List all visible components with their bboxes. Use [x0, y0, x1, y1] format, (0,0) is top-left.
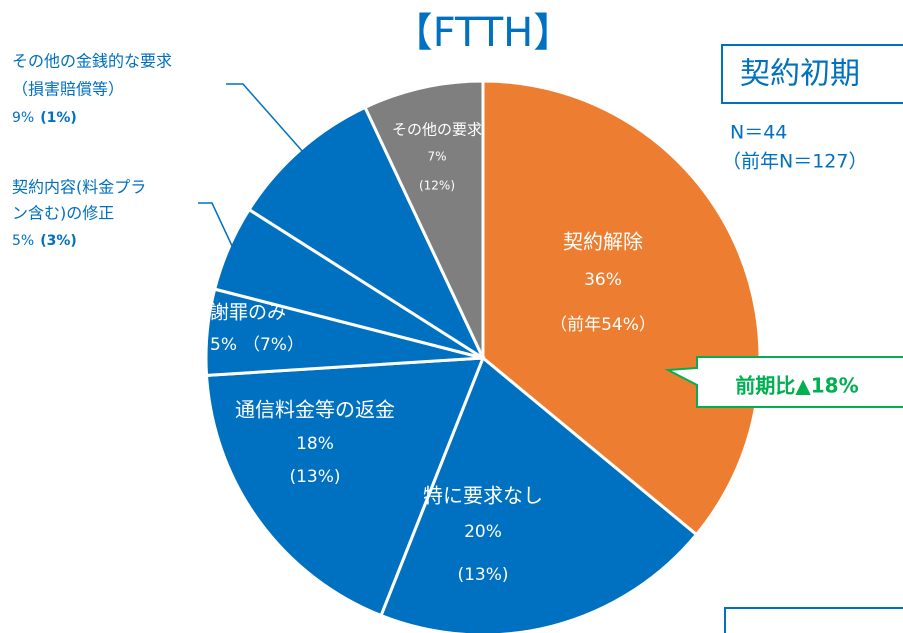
panel-box — [721, 44, 903, 104]
category-label: その他の要求 — [392, 121, 482, 139]
panel-box-bottom — [724, 607, 903, 633]
pie-slice — [247, 105, 487, 363]
pie-slice — [481, 79, 762, 537]
pie-slice — [363, 79, 485, 359]
category-label: 通信料金等の返金 — [235, 398, 395, 422]
value-label: 36% — [584, 270, 622, 290]
labels: 契約解除 36% （前年54%） 特に要求なし 20% (13%) 通信料金等の返金 18% (… — [12, 52, 656, 586]
category-label: （損害賠償等） — [12, 80, 124, 99]
category-label: 謝罪のみ — [210, 302, 286, 324]
panel-title: 契約初期 — [740, 57, 860, 92]
pie-slice — [204, 356, 486, 618]
leader-line — [198, 202, 234, 249]
value-label: 5% — [210, 335, 237, 355]
prev-label: (3%) — [40, 233, 77, 249]
pie — [204, 79, 762, 633]
pie-slice — [379, 355, 699, 633]
value-label: 5% — [12, 233, 34, 249]
category-label: 契約内容(料金プラ — [12, 178, 146, 197]
prev-n-label: （前年N＝127） — [722, 151, 867, 173]
prev-label: （7%） — [243, 335, 304, 355]
value-label: 9% — [12, 110, 34, 126]
category-label: その他の金銭的な要求 — [12, 52, 172, 71]
prev-label: (13%) — [289, 467, 340, 487]
prev-label: (13%) — [457, 565, 508, 585]
value-label: 20% — [464, 522, 502, 542]
callout-box — [664, 356, 903, 408]
category-label: 契約解除 — [563, 230, 643, 254]
category-label: ン含む)の修正 — [12, 204, 114, 223]
value-label: 7% — [427, 150, 446, 164]
prev-label: （前年54%） — [550, 315, 656, 335]
leader-line — [226, 83, 304, 153]
n-label: N＝44 — [730, 122, 787, 144]
prev-label: (1%) — [40, 110, 77, 126]
category-label: 特に要求なし — [423, 484, 543, 508]
chart-title: 【FTTH】 — [393, 10, 574, 56]
prev-label: (12%) — [419, 179, 455, 193]
value-label: 18% — [296, 434, 334, 454]
callout: 前期比▲18% — [735, 374, 858, 398]
